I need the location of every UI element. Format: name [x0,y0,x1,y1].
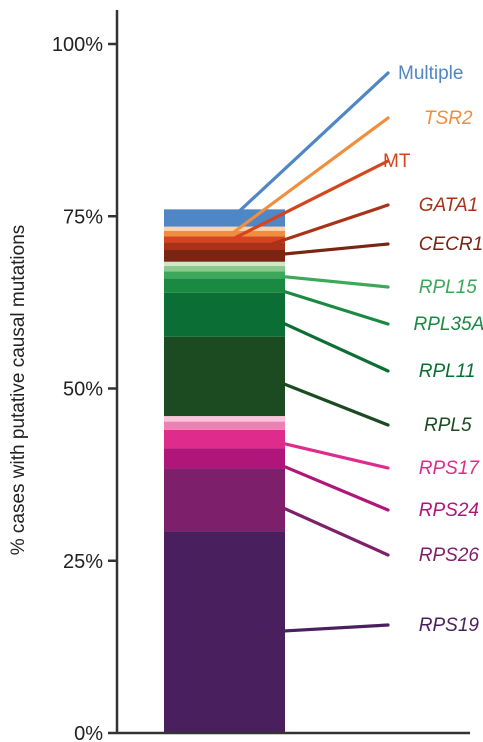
leader-line [263,437,390,470]
y-tick-label: 25% [63,551,103,573]
bar-segment [164,416,285,422]
y-axis-title: % cases with putative causal mutations [8,225,29,556]
y-tick-label: 75% [63,206,103,228]
leader-line [263,273,390,289]
leader-line [263,498,390,557]
series-label: RPS17 [419,458,481,479]
bar-segment [164,429,285,449]
leader-line [230,116,390,236]
bar-segment [164,448,285,469]
bar-segment [164,230,285,237]
bar-segment [164,421,285,430]
series-label: RPS19 [419,615,480,636]
leader-line [263,203,390,248]
bar-segments [164,209,285,733]
y-tick-label: 100% [52,34,103,56]
leader-line [263,374,390,427]
leader-line [263,623,390,634]
series-label: RPL35A [414,314,483,335]
leader-line [263,456,390,512]
bar-segment [164,250,285,262]
y-axis: 0% 25% 50% 75% 100% [52,10,470,742]
series-label: Multiple [398,63,463,84]
y-tick-label: 0% [74,723,103,742]
y-tick-label: 50% [63,379,103,401]
series-label: MT [383,151,411,172]
bar-segment [164,271,285,279]
leader-line [263,313,390,373]
series-label: RPL11 [419,361,476,382]
bar-segment [164,261,285,266]
series-label: RPL15 [419,277,478,298]
bar-segment [164,242,285,251]
bar-segment [164,236,285,243]
leader-lines [230,71,390,634]
bar-segment [164,209,285,227]
series-label: GATA1 [419,195,478,216]
series-label: CECR1 [419,234,483,255]
bar-segment [164,278,285,293]
series-label: RPL5 [424,415,472,436]
bar-segment [164,226,285,231]
leader-line [230,159,390,241]
series-label: RPS26 [419,545,480,566]
leader-line [263,283,390,326]
series-labels: RPS19 RPS26 RPS24 RPS17 RPL5 RPL11 RPL35A RPL15… [383,63,483,636]
leader-line [263,242,390,258]
series-label: RPS24 [419,500,479,521]
series-label: TSR2 [424,108,473,129]
leader-line [230,71,390,220]
bar-segment [164,265,285,272]
